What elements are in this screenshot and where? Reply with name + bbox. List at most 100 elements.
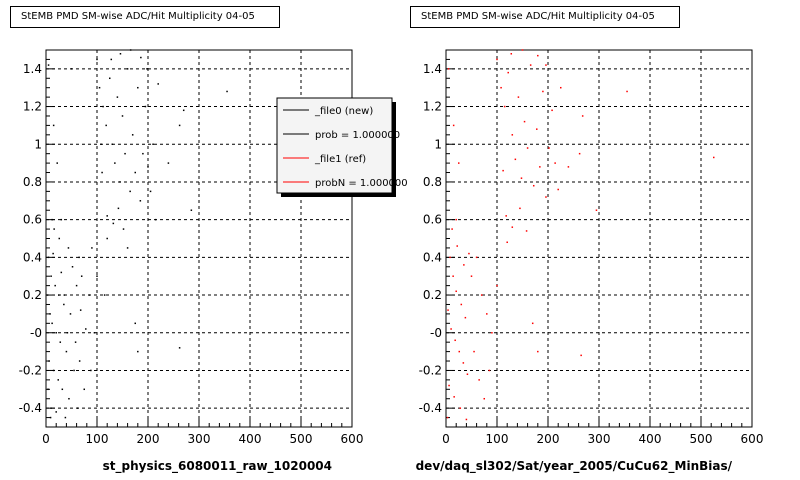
data-point: [144, 105, 147, 108]
data-point: [511, 134, 514, 136]
data-point: [96, 275, 98, 277]
data-point: [519, 207, 521, 210]
data-point: [79, 309, 82, 311]
data-point: [500, 86, 502, 89]
data-point: [46, 294, 49, 296]
data-point: [60, 218, 63, 221]
y-tick-label: 1.4: [23, 62, 42, 76]
data-point: [580, 354, 582, 357]
data-point: [470, 275, 473, 277]
y-tick-label: 0.8: [423, 175, 442, 189]
data-point: [517, 96, 520, 98]
data-point: [450, 328, 452, 330]
data-point: [101, 171, 103, 174]
y-tick-label: -0.4: [19, 401, 42, 415]
x-tick-label: 200: [537, 432, 560, 446]
data-point: [64, 416, 67, 419]
data-point: [557, 188, 559, 191]
data-point: [458, 350, 461, 353]
data-point: [455, 218, 457, 221]
data-point: [139, 200, 142, 202]
data-point: [554, 162, 556, 164]
data-point: [157, 83, 159, 85]
data-point: [491, 332, 493, 334]
data-point: [448, 384, 450, 387]
data-point: [502, 169, 504, 172]
data-point: [88, 294, 91, 296]
data-point: [105, 124, 107, 127]
data-point: [131, 134, 134, 136]
data-point: [50, 407, 52, 409]
data-point: [449, 256, 451, 259]
data-point: [521, 49, 524, 51]
data-point: [109, 77, 111, 80]
data-point: [446, 416, 449, 419]
data-point: [52, 124, 55, 127]
data-point: [47, 388, 49, 391]
data-point: [149, 190, 152, 193]
data-point: [68, 397, 70, 400]
data-point: [595, 209, 598, 211]
data-point: [121, 115, 124, 117]
data-point: [124, 152, 126, 155]
x-tick-label: 400: [639, 432, 662, 446]
data-point: [52, 369, 55, 372]
x-axis-title: dev/daq_sl302/Sat/year_2005/CuCu62_MinBi…: [416, 459, 733, 474]
data-point: [48, 360, 50, 362]
data-point: [525, 230, 528, 232]
data-point: [523, 120, 526, 123]
data-point: [74, 341, 77, 343]
data-point: [531, 322, 534, 325]
data-point: [80, 275, 83, 277]
data-point: [61, 388, 64, 391]
data-point: [545, 196, 547, 198]
data-point: [506, 241, 508, 244]
data-point: [116, 96, 119, 98]
data-point: [567, 166, 570, 168]
data-point: [49, 416, 52, 419]
data-point: [178, 124, 181, 127]
data-point: [58, 237, 61, 240]
data-point: [460, 303, 463, 306]
x-tick-label: 100: [486, 432, 509, 446]
data-point: [100, 143, 102, 145]
data-point: [548, 147, 550, 149]
data-point: [114, 162, 116, 164]
y-tick-label: 1.2: [423, 100, 442, 114]
data-point: [137, 350, 139, 353]
y-tick-label: -0.2: [419, 363, 442, 377]
data-point: [55, 332, 57, 334]
data-point: [560, 86, 562, 89]
data-point: [66, 332, 69, 334]
data-point: [47, 256, 50, 259]
data-point: [451, 228, 453, 230]
y-tick-label: 0.4: [23, 250, 42, 264]
data-point: [578, 152, 581, 155]
data-point: [122, 228, 125, 230]
data-point: [63, 294, 66, 296]
data-point: [47, 64, 50, 66]
data-point: [112, 222, 115, 225]
data-point: [146, 68, 148, 70]
data-point: [69, 313, 72, 315]
data-point: [464, 316, 467, 319]
data-point: [178, 347, 181, 349]
data-point: [129, 49, 132, 51]
data-point: [142, 152, 144, 155]
data-point: [453, 396, 455, 398]
data-point: [65, 350, 68, 353]
data-point: [129, 190, 131, 193]
data-point: [459, 407, 462, 409]
data-point: [226, 90, 228, 93]
data-point: [478, 379, 480, 381]
data-point: [466, 373, 469, 375]
data-point: [545, 64, 547, 66]
data-point: [454, 339, 456, 342]
data-point: [126, 68, 129, 70]
data-point: [510, 53, 513, 55]
data-point: [126, 247, 129, 249]
data-point: [137, 86, 139, 89]
data-point: [520, 177, 523, 179]
data-point: [51, 322, 53, 325]
data-point: [486, 313, 488, 315]
